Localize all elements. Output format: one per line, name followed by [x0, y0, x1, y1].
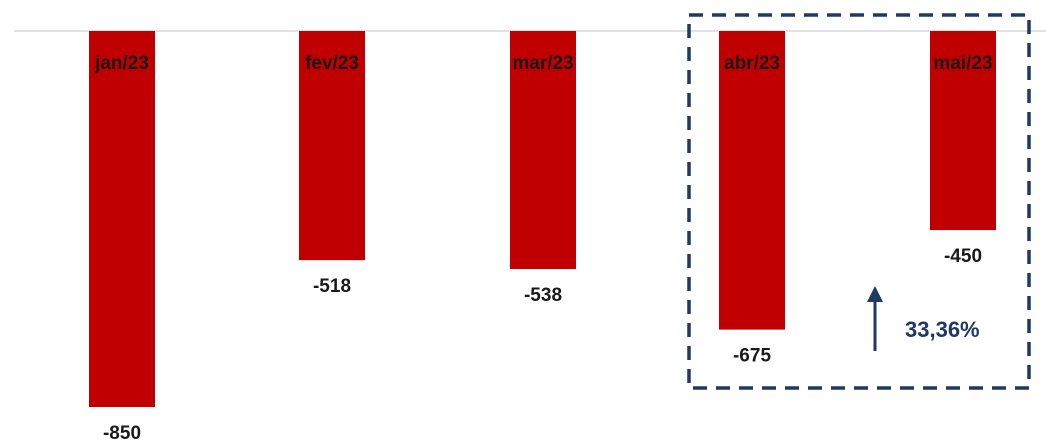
value-label: -450	[944, 246, 982, 267]
increase-arrow-icon	[867, 286, 883, 302]
bar-fev-23	[299, 31, 365, 261]
value-label: -518	[313, 276, 351, 297]
category-label: jan/23	[94, 53, 149, 74]
value-label: -675	[733, 346, 771, 367]
category-label: mai/23	[933, 53, 992, 74]
bar-abr-23	[719, 31, 785, 330]
bar-mai-23	[930, 31, 996, 231]
value-label: -538	[524, 285, 562, 306]
category-label: fev/23	[305, 53, 359, 74]
value-label: -850	[103, 423, 141, 444]
bar-mar-23	[510, 31, 576, 269]
value-labels-group: -850 -518 -538 -675 -450	[103, 246, 982, 444]
category-label: abr/23	[724, 53, 780, 74]
category-labels-group: jan/23 fev/23 mar/23 abr/23 mai/23	[94, 53, 993, 74]
bar-jan-23	[89, 31, 155, 407]
highlight-box	[687, 13, 1031, 390]
percent-change-label: 33,36%	[905, 317, 980, 342]
category-label: mar/23	[512, 53, 573, 74]
bars-group	[89, 31, 996, 407]
